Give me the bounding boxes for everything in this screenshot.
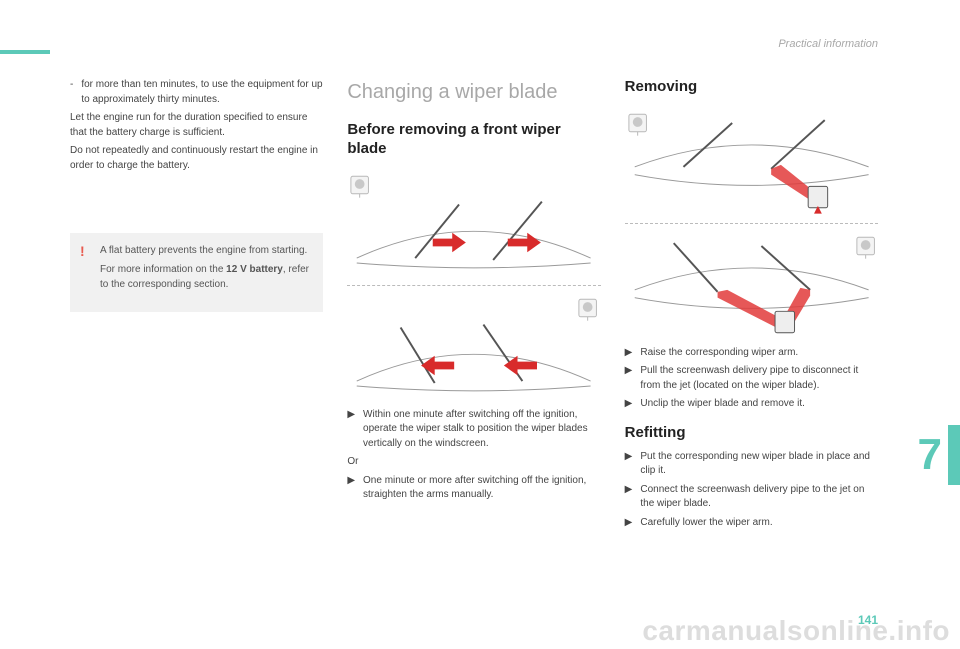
step-item: ▶ Raise the corresponding wiper arm. <box>625 346 878 361</box>
step-icon: ▶ <box>625 516 633 531</box>
chapter-number: 7 <box>918 430 942 480</box>
step-text: Unclip the wiper blade and remove it. <box>640 397 805 412</box>
step-text: One minute or more after switching off t… <box>363 474 601 503</box>
step-icon: ▶ <box>625 483 633 512</box>
column-right: Removing <box>625 78 878 534</box>
sub-heading: Before removing a front wiper blade <box>347 121 600 159</box>
warning-box: ! A flat battery prevents the engine fro… <box>70 233 323 312</box>
watermark: carmanualsonline.info <box>642 615 950 647</box>
step-text: Pull the screenwash delivery pipe to dis… <box>640 364 878 393</box>
warning-icon: ! <box>80 241 85 262</box>
illustration-wipers-back <box>347 292 600 402</box>
column-left: - for more than ten minutes, to use the … <box>70 78 323 534</box>
main-heading: Changing a wiper blade <box>347 78 600 107</box>
step-item: ▶ Carefully lower the wiper arm. <box>625 516 878 531</box>
step-text: Raise the corresponding wiper arm. <box>640 346 798 361</box>
chapter-stripe <box>948 425 960 485</box>
warning-bold: 12 V battery <box>226 264 283 275</box>
accent-bar <box>0 50 50 54</box>
step-icon: ▶ <box>347 474 355 503</box>
or-label: Or <box>347 455 600 470</box>
paragraph: Let the engine run for the duration spec… <box>70 111 323 140</box>
illustration-removing-bottom <box>625 230 878 340</box>
illustration-wipers-forward <box>347 169 600 279</box>
warning-line: For more information on the 12 V battery… <box>100 262 311 292</box>
sub-heading: Removing <box>625 78 878 97</box>
content-columns: - for more than ten minutes, to use the … <box>70 78 878 534</box>
bullet-dash: - <box>70 78 73 107</box>
section-label: Practical information <box>778 38 878 50</box>
step-item: ▶ One minute or more after switching off… <box>347 474 600 503</box>
step-text: Carefully lower the wiper arm. <box>640 516 772 531</box>
column-middle: Changing a wiper blade Before removing a… <box>347 78 600 534</box>
step-text: Within one minute after switching off th… <box>363 408 601 452</box>
divider <box>347 285 600 286</box>
step-icon: ▶ <box>625 450 633 479</box>
divider <box>625 223 878 224</box>
step-item: ▶ Put the corresponding new wiper blade … <box>625 450 878 479</box>
step-text: Connect the screenwash delivery pipe to … <box>640 483 878 512</box>
illustration-removing-top <box>625 107 878 217</box>
step-item: ▶ Pull the screenwash delivery pipe to d… <box>625 364 878 393</box>
warning-text: For more information on the <box>100 264 226 275</box>
step-icon: ▶ <box>625 346 633 361</box>
step-icon: ▶ <box>347 408 355 452</box>
bullet-text: for more than ten minutes, to use the eq… <box>81 78 323 107</box>
step-icon: ▶ <box>625 397 633 412</box>
step-item: ▶ Connect the screenwash delivery pipe t… <box>625 483 878 512</box>
step-item: ▶ Within one minute after switching off … <box>347 408 600 452</box>
step-text: Put the corresponding new wiper blade in… <box>640 450 878 479</box>
step-icon: ▶ <box>625 364 633 393</box>
sub-heading: Refitting <box>625 422 878 444</box>
step-item: ▶ Unclip the wiper blade and remove it. <box>625 397 878 412</box>
bullet-item: - for more than ten minutes, to use the … <box>70 78 323 107</box>
warning-line: A flat battery prevents the engine from … <box>100 243 311 258</box>
paragraph: Do not repeatedly and continuously resta… <box>70 144 323 173</box>
